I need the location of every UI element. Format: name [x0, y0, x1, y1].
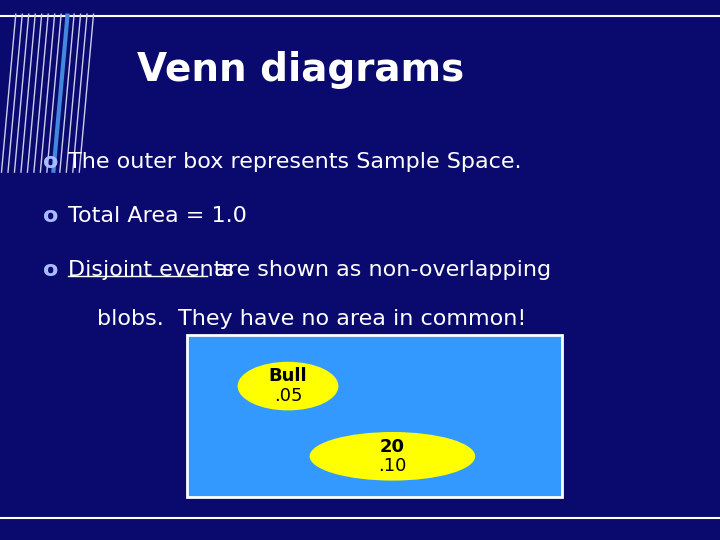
Text: Disjoint events: Disjoint events — [68, 260, 235, 280]
Text: .10: .10 — [378, 457, 407, 475]
Text: o: o — [43, 152, 58, 172]
Ellipse shape — [310, 432, 475, 481]
Text: are shown as non-overlapping: are shown as non-overlapping — [207, 260, 552, 280]
Text: o: o — [43, 260, 58, 280]
Text: Venn diagrams: Venn diagrams — [137, 51, 464, 89]
Text: The outer box represents Sample Space.: The outer box represents Sample Space. — [68, 152, 522, 172]
Text: o: o — [43, 206, 58, 226]
Text: blobs.  They have no area in common!: blobs. They have no area in common! — [97, 308, 526, 329]
FancyBboxPatch shape — [187, 335, 562, 497]
Text: 20: 20 — [380, 437, 405, 456]
Ellipse shape — [238, 362, 338, 410]
Text: Total Area = 1.0: Total Area = 1.0 — [68, 206, 247, 226]
Text: .05: .05 — [274, 387, 302, 405]
Text: Bull: Bull — [269, 367, 307, 386]
